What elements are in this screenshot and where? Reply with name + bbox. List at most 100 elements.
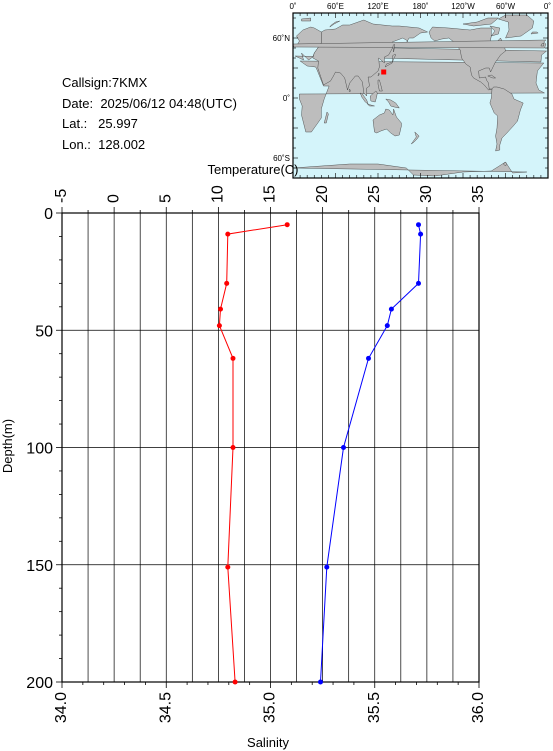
temperature-point [284,222,290,228]
map-ticks [292,13,549,179]
map-lon-label: 0˚ [289,2,296,11]
temperature-tick-label: 15 [262,185,279,203]
data-series [216,222,424,685]
landmass-novaya-zemlya [329,20,340,28]
landmass-greenland [497,14,535,39]
salinity-point [418,231,424,237]
salinity-point [388,306,394,312]
temperature-tick-label: 10 [210,185,227,203]
date-value: 2025/06/12 04:48(UTC) [100,95,237,111]
landmass-cuba [487,74,497,79]
landmass-iceland [530,31,539,35]
map-lat-label: 0˚ [283,94,290,103]
depth-axis-label: Depth(m) [0,419,15,473]
depth-tick-label: 150 [26,558,53,575]
map-labels: 0˚ 60˚E 120˚E 180˚ 120˚W 60˚W 0˚ 60˚N 0˚ 60˚S [273,2,552,163]
temperature-tick-label: 20 [314,185,331,203]
world-map: 0˚ 60˚E 120˚E 180˚ 120˚W 60˚W 0˚ 60˚N 0˚ 60˚S [273,2,552,179]
temperature-point [230,355,236,361]
plot-frame [61,212,480,683]
landmass-antarctica [292,161,527,178]
landmass-asia [312,19,429,97]
landmass-antarctica-west [503,161,508,167]
map-lon-label: 120˚W [451,2,475,11]
temperature-point [225,564,231,570]
temperature-point [232,679,238,685]
map-lon-label: 0˚ [544,2,551,11]
map-land [292,14,548,178]
landmass-svalbard [301,17,311,22]
temperature-tick-label: -5 [53,189,70,203]
salinity-profile-line [320,224,422,683]
lon-value: 128.002 [98,136,146,152]
lat-label: Lat.: [62,116,88,131]
depth-tick-label: 0 [44,206,53,223]
landmass-south-america [489,86,524,152]
salinity-point [318,679,323,685]
salinity-tick-label: 34.5 [157,692,174,723]
salinity-point [416,222,421,228]
landmass-madagascar [323,111,329,124]
temperature-point [218,306,223,312]
map-lon-label: 60˚W [496,2,516,11]
salinity-tick-label: 36.0 [470,692,487,723]
map-lat-label: 60˚S [273,154,290,163]
lon-line: Lon.: 128.002 [62,135,237,156]
date-label: Date: [62,95,94,111]
landmass-borneo [369,90,378,103]
temperature-tick-label: 0 [105,194,122,203]
map-lon-label: 60˚E [327,2,344,11]
landmass-ireland [540,42,544,47]
landmass-philippines [377,79,383,92]
temperature-point [225,231,231,237]
landmass-baffin [489,25,501,37]
salinity-point [416,280,421,286]
landmass-java [367,103,375,107]
callsign-value: 7KMX [111,75,148,90]
map-lat-label: 60˚N [273,34,291,43]
depth-tick-label: 100 [26,441,53,458]
landmass-australia [372,108,402,137]
temperature-tick-label: 35 [470,185,487,203]
landmass-new-guinea [385,98,400,109]
depth-tick-label: 200 [26,675,53,692]
salinity-tick-label: 35.0 [262,692,279,723]
callsign-line: Callsign:7KMX [62,73,237,94]
date-line: Date: 2025/06/12 04:48(UTC) [62,94,237,115]
landmass-arctic-islands [462,17,499,27]
salinity-tick-label: 34.0 [53,692,70,723]
landmass-japan [384,53,396,68]
salinity-point [384,323,390,329]
landmass-britain [292,39,547,49]
callsign-label: Callsign: [62,75,112,90]
map-lon-label: 120˚E [367,2,388,11]
map-lon-label: 180˚ [412,2,428,11]
temperature-tick-label: 25 [366,185,383,203]
lon-label: Lon.: [62,136,91,152]
temperature-point [230,445,236,450]
station-marker [381,69,387,75]
plot-grid [62,213,479,682]
salinity-axis-label: Salinity [247,735,289,750]
salinity-point [341,445,346,450]
temperature-tick-label: 30 [418,185,435,203]
temperature-axis-label: Temperature(C) [207,162,298,177]
salinity-tick-label: 35.5 [366,692,383,723]
temperature-point [216,323,222,329]
landmass-taiwan [377,72,380,77]
temperature-tick-label: 5 [157,194,174,203]
landmass-sri-lanka [348,88,351,93]
temperature-profile-line [218,224,288,683]
lat-line: Lat.: 25.997 [62,114,237,135]
depth-tick-label: 50 [35,323,53,340]
salinity-point [324,564,330,570]
lat-value: 25.997 [98,116,138,131]
salinity-point [366,355,371,361]
temperature-point [224,280,230,286]
station-info: Callsign:7KMX Date: 2025/06/12 04:48(UTC… [62,73,237,155]
landmass-sakhalin [392,43,395,53]
landmass-new-zealand [411,131,420,145]
